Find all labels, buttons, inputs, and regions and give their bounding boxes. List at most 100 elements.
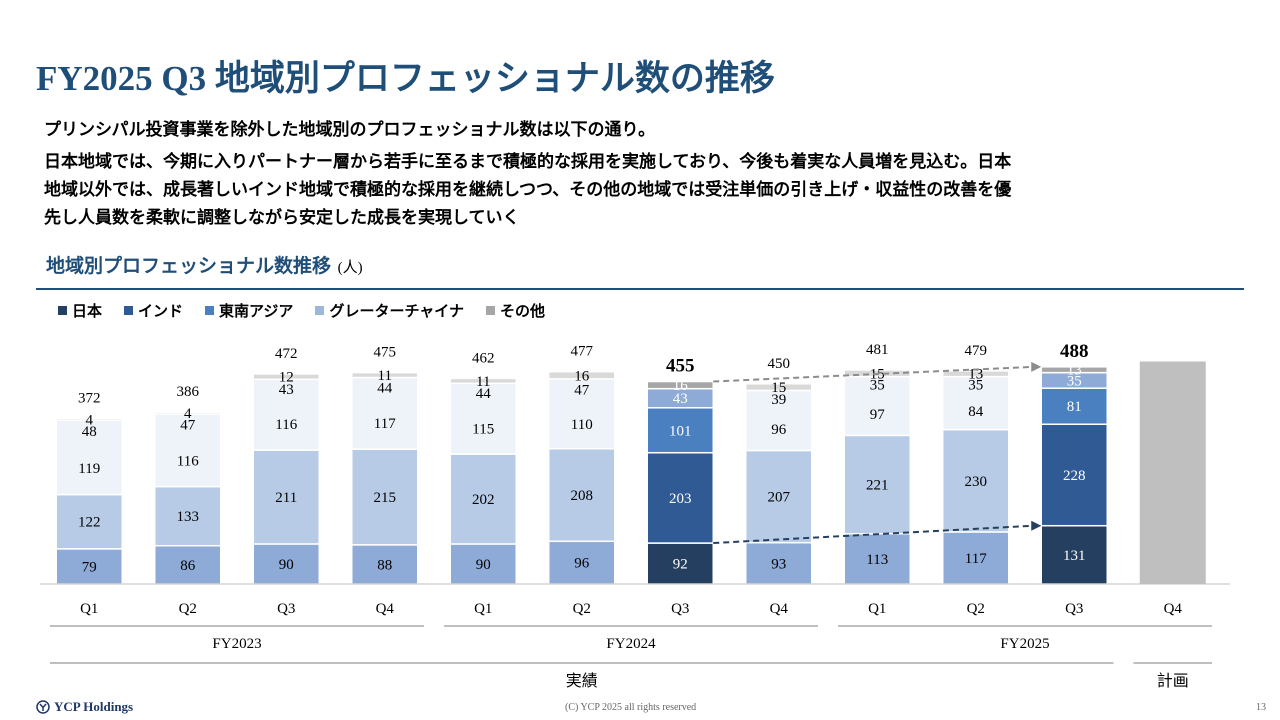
bar-segment: [1040, 366, 1108, 374]
trend-arrow-head: [1031, 361, 1042, 372]
data-label: 115: [472, 421, 494, 437]
legend-swatch-india: [124, 306, 134, 315]
data-label: 133: [177, 509, 200, 525]
data-label: 215: [374, 490, 397, 506]
data-label: 88: [377, 557, 392, 573]
data-label: 79: [82, 559, 97, 575]
total-label: 488: [1060, 341, 1089, 362]
legend-label-others: その他: [500, 302, 546, 320]
data-label: 35: [870, 377, 885, 393]
data-label: 16: [673, 378, 689, 394]
bar-segment: [449, 382, 517, 455]
data-label: 113: [866, 552, 888, 568]
x-tick-label: Q2: [573, 601, 591, 617]
data-label: 47: [180, 417, 196, 433]
bar-segment: [548, 378, 616, 450]
data-label: 228: [1063, 468, 1086, 484]
data-label: 96: [574, 556, 590, 572]
bar-segment: [252, 373, 320, 381]
bar-segment: [942, 370, 1010, 378]
bar-segment: [843, 434, 911, 535]
total-label: 477: [571, 344, 594, 360]
data-label: 81: [1067, 399, 1082, 415]
bar-segment: [745, 389, 813, 452]
fiscal-year-label: FY2023: [212, 636, 261, 652]
bar-segment: [351, 544, 419, 585]
legend-item-greater-china: グレーターチャイナ: [315, 300, 464, 321]
total-label: 455: [666, 356, 695, 377]
data-label: 117: [374, 416, 396, 432]
legend-item-india: インド: [124, 300, 183, 321]
data-label: 221: [866, 478, 889, 494]
x-tick-label: Q2: [967, 601, 985, 617]
legend-item-sea: 東南アジア: [205, 300, 293, 321]
legend-item-japan: 日本: [58, 300, 102, 321]
data-label: 44: [377, 380, 393, 396]
legend-label-sea: 東南アジア: [219, 302, 294, 320]
total-label: 372: [78, 390, 101, 406]
total-label: 475: [374, 345, 397, 361]
legend-item-others: その他: [486, 300, 545, 321]
x-tick-label: Q4: [770, 601, 789, 617]
data-label: 84: [968, 404, 984, 420]
lead-paragraph-1: プリンシパル投資事業を除外した地域別のプロフェッショナル数は以下の通り。: [44, 120, 656, 140]
bar-segment: [548, 447, 616, 543]
total-label: 479: [965, 343, 988, 359]
data-label: 11: [476, 374, 490, 390]
data-label: 92: [673, 557, 688, 573]
data-label: 43: [279, 382, 294, 398]
bar-segment: [351, 376, 419, 450]
legend-label-india: インド: [138, 302, 184, 320]
period-label: 実績: [566, 671, 598, 690]
bar-segment: [351, 371, 419, 379]
data-label: 13: [1067, 363, 1082, 379]
data-label: 48: [82, 424, 97, 440]
legend-swatch-greater-china: [315, 306, 325, 315]
data-label: 207: [768, 490, 791, 506]
data-label: 211: [275, 490, 297, 506]
total-label: 462: [472, 350, 495, 366]
data-label: 230: [965, 474, 988, 490]
data-label: 90: [279, 557, 294, 573]
data-label: 119: [78, 461, 100, 477]
data-label: 35: [968, 377, 983, 393]
lead-line-b: 地域以外では、成長著しいインド地域で積極的な採用を継続しつつ、その他の地域では受…: [44, 180, 1012, 200]
chart-subtitle: 地域別プロフェッショナル数推移 (人): [46, 251, 363, 278]
trend-arrow-line: [713, 524, 1034, 545]
bar-segment: [449, 543, 517, 585]
data-label: 39: [771, 392, 786, 408]
data-label: 35: [1067, 373, 1082, 389]
data-label: 93: [771, 556, 786, 572]
x-tick-label: Q3: [277, 601, 295, 617]
data-label: 110: [571, 417, 593, 433]
data-label: 4: [86, 412, 94, 428]
bar-segment: [154, 544, 222, 585]
data-label: 12: [279, 370, 294, 386]
bar-segment: [1040, 387, 1108, 425]
bar-segment: [55, 419, 123, 496]
bar-segment: [55, 493, 123, 550]
bar-segment: [154, 411, 222, 415]
lead-paragraph-2: 日本地域では、今期に入りパートナー層から若手に至るまで積極的な採用を実施しており…: [44, 148, 1011, 232]
x-tick-label: Q3: [1065, 601, 1083, 617]
lead-line-c: 先し人員数を柔軟に調整しながら安定した成長を実現していく: [44, 208, 520, 228]
bar-segment: [646, 380, 714, 390]
data-label: 117: [965, 551, 987, 567]
legend-swatch-others: [486, 306, 495, 315]
bar-segment: [351, 448, 419, 546]
data-label: 43: [673, 391, 688, 407]
legend-swatch-sea: [205, 306, 215, 315]
bar-segment: [745, 541, 813, 585]
data-label: 16: [574, 368, 590, 384]
total-label: 481: [866, 342, 889, 358]
fiscal-year-label: FY2024: [606, 636, 656, 652]
legend-label-japan: 日本: [72, 302, 103, 320]
total-label: 472: [275, 346, 298, 362]
data-label: 208: [571, 488, 594, 504]
data-label: 116: [275, 417, 297, 433]
total-label: 450: [768, 356, 791, 372]
fiscal-year-label: FY2025: [1000, 636, 1049, 652]
bar-segment: [843, 375, 911, 437]
total-label: 386: [177, 384, 200, 400]
